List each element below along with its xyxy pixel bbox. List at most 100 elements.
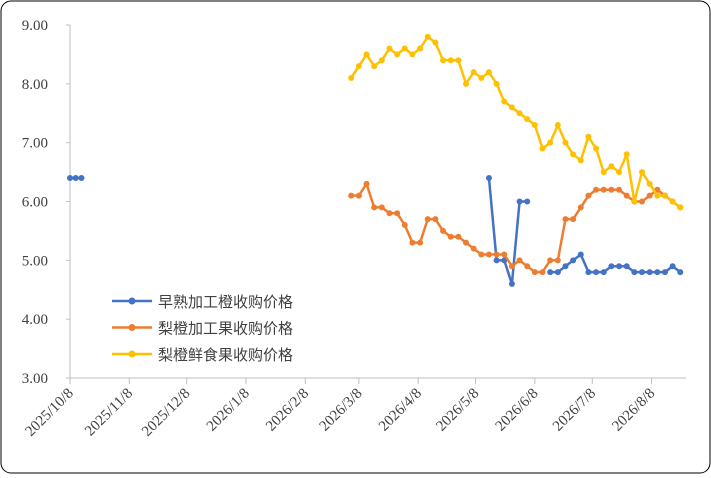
data-point (363, 51, 370, 58)
series (67, 174, 684, 287)
data-point (447, 233, 454, 240)
data-point (470, 69, 477, 76)
data-point (432, 216, 439, 223)
data-point (616, 169, 623, 176)
data-point (577, 251, 584, 258)
data-point (661, 192, 668, 199)
data-point (562, 263, 569, 270)
data-point (593, 269, 600, 276)
data-point (432, 39, 439, 46)
data-point (669, 263, 676, 270)
data-point (547, 139, 554, 146)
data-point (386, 210, 393, 217)
data-point (646, 269, 653, 276)
y-tick-label: 9.00 (22, 18, 48, 34)
data-point (371, 63, 378, 70)
data-point (608, 263, 615, 270)
data-point (409, 51, 416, 58)
data-point (623, 151, 630, 158)
data-point (554, 122, 561, 129)
data-point (493, 80, 500, 87)
data-point (463, 239, 469, 246)
data-point (493, 257, 500, 264)
data-point (501, 251, 508, 258)
legend-label: 梨橙加工果收购价格 (158, 320, 293, 338)
data-point (669, 198, 676, 205)
data-point (524, 263, 531, 270)
data-point (78, 174, 85, 181)
data-point (570, 216, 577, 223)
data-point (554, 269, 561, 276)
data-point (363, 180, 370, 187)
data-point (417, 45, 424, 52)
data-point (463, 80, 469, 87)
data-point (646, 180, 653, 187)
data-point (378, 204, 385, 211)
data-point (440, 227, 447, 234)
data-point (524, 116, 531, 123)
data-point (616, 263, 623, 270)
data-point (631, 269, 638, 276)
data-point (485, 69, 492, 76)
data-point (646, 192, 653, 199)
data-point (585, 133, 592, 140)
data-point (616, 186, 623, 193)
data-point (539, 269, 546, 276)
data-point (600, 186, 607, 193)
data-point (654, 269, 661, 276)
data-point (516, 257, 523, 264)
y-tick-label: 6.00 (22, 195, 48, 211)
data-point (478, 251, 485, 258)
data-point (608, 163, 615, 170)
data-point (394, 210, 401, 217)
data-point (355, 192, 362, 199)
data-point (531, 269, 538, 276)
series (348, 33, 684, 211)
data-point (424, 33, 431, 40)
legend-label: 早熟加工橙收购价格 (158, 293, 293, 311)
data-point (455, 233, 462, 240)
data-point (440, 57, 447, 64)
data-point (547, 269, 554, 276)
data-point (623, 192, 630, 199)
data-point (478, 74, 485, 81)
legend-marker (128, 350, 136, 358)
data-point (524, 198, 531, 205)
y-tick-label: 4.00 (22, 312, 48, 328)
data-point (401, 222, 408, 229)
data-point (539, 145, 546, 152)
data-point (508, 104, 515, 111)
data-point (570, 151, 577, 158)
data-point (417, 239, 424, 246)
data-point (447, 57, 454, 64)
data-point (677, 269, 684, 276)
y-tick-label: 8.00 (22, 77, 48, 93)
data-point (485, 251, 492, 258)
y-tick-label: 3.00 (22, 371, 48, 387)
data-point (562, 216, 569, 223)
y-tick-label: 5.00 (22, 253, 48, 269)
data-point (485, 174, 492, 181)
data-point (424, 216, 431, 223)
data-point (593, 186, 600, 193)
data-point (516, 198, 523, 205)
data-point (654, 192, 661, 199)
data-point (508, 263, 515, 270)
data-point (401, 45, 408, 52)
data-point (493, 251, 500, 258)
data-point (623, 263, 630, 270)
data-point (547, 257, 554, 264)
data-point (562, 139, 569, 146)
data-point (409, 239, 416, 246)
data-point (394, 51, 401, 58)
data-point (639, 269, 645, 276)
data-point (677, 204, 684, 211)
data-point (570, 257, 577, 264)
data-point (554, 257, 561, 264)
data-point (386, 45, 393, 52)
data-point (470, 245, 477, 252)
data-point (531, 122, 538, 129)
y-tick-label: 7.00 (22, 136, 48, 152)
